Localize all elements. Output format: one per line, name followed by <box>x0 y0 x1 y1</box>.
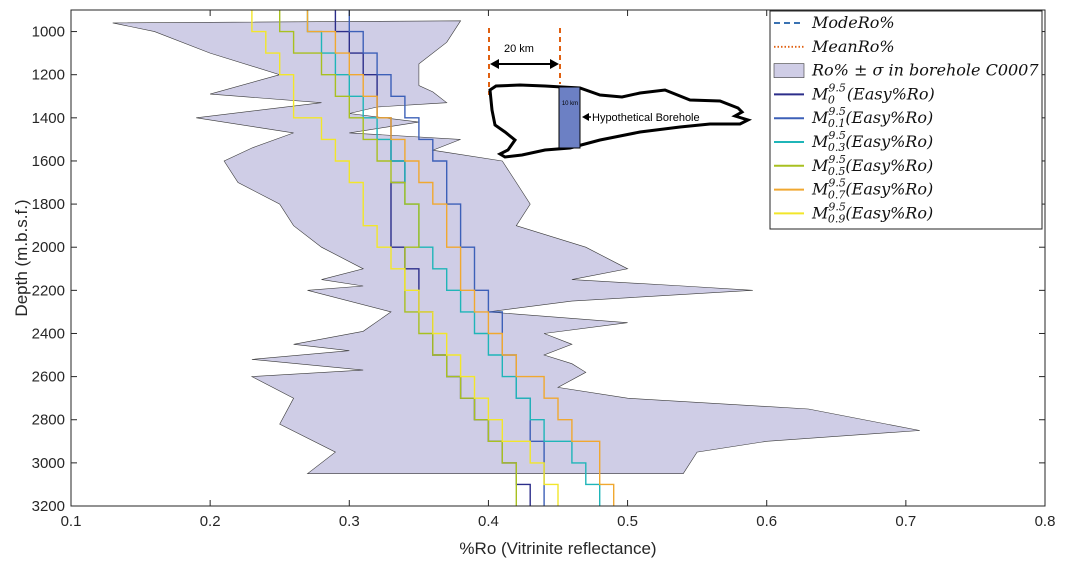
legend-label-5: M9.5 0.3(Easy%Ro) <box>811 129 933 154</box>
legend-item-8: M9.5 0.9(Easy%Ro) <box>774 200 933 225</box>
legend-label-3: M9.5 0 (Easy%Ro) <box>811 81 935 106</box>
inset-diagram: 20 km 10 km Hypothetical Borehole <box>488 28 753 159</box>
x-tick-label-7: 0.8 <box>1035 513 1056 530</box>
legend-label-1: MeanRo% <box>811 37 895 56</box>
legend-label-7: M9.5 0.7(Easy%Ro) <box>811 177 933 202</box>
legend-item-7: M9.5 0.7(Easy%Ro) <box>774 177 933 202</box>
arrowhead-left-icon <box>490 59 499 69</box>
pointer-arrowhead-icon <box>582 113 589 121</box>
tick-layer: 0.1 0.2 0.3 0.4 0.5 0.6 0.7 0.8 1000 1200 1400 1600… <box>32 10 1056 530</box>
legend-item-4: M9.5 0.1(Easy%Ro) <box>774 105 933 130</box>
y-tick-label-5: 2000 <box>32 239 65 256</box>
hypothetical-borehole <box>558 86 581 149</box>
y-tick-label-3: 1600 <box>32 153 65 170</box>
legend-item-2: Ro% ± σ in borehole C0007 <box>773 61 1039 80</box>
series-line-5 <box>251 10 559 506</box>
plot-frame <box>70 9 1046 507</box>
x-tick-label-5: 0.6 <box>756 513 777 530</box>
y-tick-label-0: 1000 <box>32 24 65 41</box>
x-tick-label-4: 0.5 <box>617 513 638 530</box>
series-line-3 <box>279 10 517 506</box>
legend: ModeRo%MeanRo%Ro% ± σ in borehole C0007M… <box>769 10 1043 230</box>
inset-distance-label: 20 km <box>504 43 534 55</box>
legend-label-0: ModeRo% <box>811 13 895 32</box>
x-tick-label-6: 0.7 <box>895 513 916 530</box>
arrowhead-right-icon <box>550 59 559 69</box>
y-tick-label-7: 2400 <box>32 325 65 342</box>
legend-box <box>769 10 1043 230</box>
legend-label-8: M9.5 0.9(Easy%Ro) <box>811 200 933 225</box>
legend-label-4: M9.5 0.1(Easy%Ro) <box>811 105 933 130</box>
x-tick-label-3: 0.4 <box>478 513 499 530</box>
ro-sigma-band <box>112 20 920 475</box>
y-tick-label-10: 3000 <box>32 455 65 472</box>
x-axis-label: %Ro (Vitrinite reflectance) <box>459 539 656 558</box>
y-tick-label-11: 3200 <box>32 498 65 515</box>
legend-item-5: M9.5 0.3(Easy%Ro) <box>774 129 933 154</box>
legend-swatch-2 <box>773 63 805 78</box>
legend-item-0: ModeRo% <box>774 13 895 32</box>
legend-item-6: M9.5 0.5(Easy%Ro) <box>774 153 933 178</box>
legend-entries: ModeRo%MeanRo%Ro% ± σ in borehole C0007M… <box>773 13 1039 225</box>
y-tick-label-2: 1400 <box>32 110 65 127</box>
y-axis-label: Depth (m.b.s.f.) <box>12 199 31 316</box>
x-tick-label-0: 0.1 <box>61 513 82 530</box>
x-tick-label-1: 0.2 <box>200 513 221 530</box>
series-line-4 <box>306 10 615 506</box>
series-layer <box>251 10 615 506</box>
legend-item-1: MeanRo% <box>774 37 895 56</box>
y-tick-label-8: 2600 <box>32 369 65 386</box>
legend-label-6: M9.5 0.5(Easy%Ro) <box>811 153 933 178</box>
series-line-2 <box>306 10 601 506</box>
x-tick-label-2: 0.3 <box>339 513 360 530</box>
inset-borehole-label: Hypothetical Borehole <box>592 112 700 124</box>
y-tick-label-4: 1800 <box>32 196 65 213</box>
legend-label-2: Ro% ± σ in borehole C0007 <box>811 61 1039 80</box>
legend-item-3: M9.5 0 (Easy%Ro) <box>774 81 935 106</box>
band-layer <box>112 20 920 475</box>
inset-terrain-outline <box>488 83 753 159</box>
y-tick-label-6: 2200 <box>32 282 65 299</box>
inset-depth-label: 10 km <box>562 101 578 107</box>
y-tick-label-1: 1200 <box>32 67 65 84</box>
y-tick-label-9: 2800 <box>32 412 65 429</box>
